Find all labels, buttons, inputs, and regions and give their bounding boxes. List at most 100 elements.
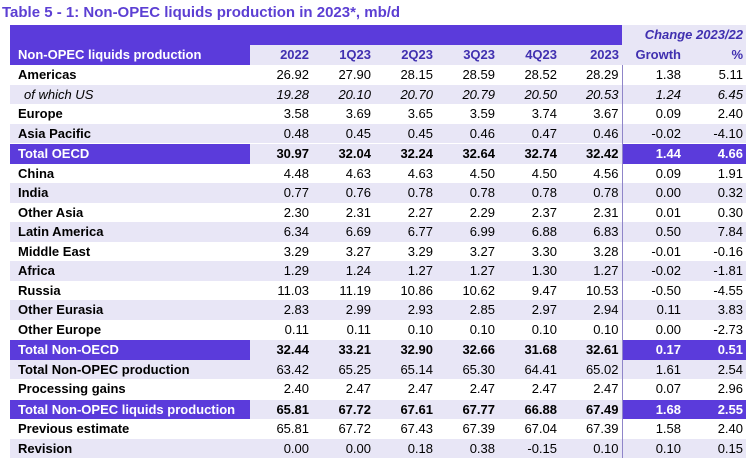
table-cell: 32.61 bbox=[560, 339, 622, 360]
table-cell: 65.14 bbox=[374, 359, 436, 379]
table-cell: 2.30 bbox=[283, 204, 309, 220]
table-cell: 65.81 bbox=[276, 421, 309, 436]
table-cell: 0.78 bbox=[374, 183, 436, 203]
table-cell: 2.27 bbox=[407, 204, 433, 220]
table-cell: 0.38 bbox=[436, 438, 498, 458]
table-cell: 0.45 bbox=[312, 123, 374, 144]
table-cell: 0.45 bbox=[374, 123, 436, 144]
table-cell: 28.15 bbox=[400, 67, 433, 82]
table-cell: 66.88 bbox=[498, 398, 560, 419]
table-cell: 0.10 bbox=[593, 321, 619, 337]
table-cell: 0.10 bbox=[469, 321, 495, 337]
table-cell: 67.39 bbox=[585, 421, 619, 436]
change-header: Change 2023/22 bbox=[622, 25, 746, 45]
table-cell: 0.78 bbox=[436, 183, 498, 203]
table-cell: 2.47 bbox=[407, 381, 433, 396]
table-cell: 67.04 bbox=[524, 421, 557, 436]
table-cell: 0.76 bbox=[312, 183, 374, 203]
table-cell: 20.10 bbox=[312, 84, 374, 104]
table-cell: -0.02 bbox=[621, 261, 684, 281]
table-cell: 20.79 bbox=[436, 84, 498, 104]
table-cell: -4.55 bbox=[713, 282, 743, 298]
table-cell: 0.00 bbox=[250, 438, 312, 458]
table-cell: 3.74 bbox=[531, 106, 557, 121]
row-label: Total OECD bbox=[10, 143, 250, 164]
table-cell: 1.27 bbox=[560, 261, 622, 281]
table-cell: 3.58 bbox=[283, 106, 309, 121]
table-cell: 3.29 bbox=[283, 243, 309, 259]
table-cell: 10.86 bbox=[400, 282, 433, 298]
table-cell: 0.48 bbox=[250, 123, 312, 144]
table-cell: 0.51 bbox=[684, 339, 746, 360]
table-cell: 7.84 bbox=[684, 222, 746, 242]
table-cell: 65.25 bbox=[312, 359, 374, 379]
table-cell: 1.58 bbox=[621, 419, 684, 439]
table-row: Processing gains 2.40 2.47 2.47 2.47 2.47 2.47… bbox=[10, 379, 746, 399]
table-cell: 0.32 bbox=[684, 183, 746, 203]
table-cell: 0.10 bbox=[560, 438, 622, 458]
column-header: 2023 bbox=[560, 45, 622, 65]
table-cell: 0.50 bbox=[621, 222, 684, 242]
table-cell: 64.41 bbox=[498, 359, 560, 379]
table-cell: 0.09 bbox=[621, 163, 684, 183]
row-label: Europe bbox=[18, 106, 63, 121]
production-table: Change 2023/22 Non-OPEC liquids producti… bbox=[10, 25, 746, 458]
table-cell: 4.63 bbox=[407, 165, 433, 181]
row-label: Total Non-OECD bbox=[10, 339, 250, 360]
table-cell: 4.50 bbox=[469, 165, 495, 181]
column-header: 3Q23 bbox=[436, 45, 498, 65]
table-cell: 1.44 bbox=[621, 143, 684, 164]
table-cell: 10.53 bbox=[585, 282, 619, 298]
table-cell: 1.27 bbox=[436, 261, 498, 281]
table-cell: 32.04 bbox=[312, 143, 374, 164]
table-cell: 6.45 bbox=[684, 84, 746, 104]
table-cell: 0.77 bbox=[250, 183, 312, 203]
table-cell: 2.37 bbox=[531, 204, 557, 220]
table-cell: 0.15 bbox=[684, 438, 746, 458]
column-header: 2022 bbox=[250, 45, 312, 65]
table-cell: -0.16 bbox=[713, 243, 743, 259]
table-cell: 0.78 bbox=[560, 183, 622, 203]
table-cell: 67.72 bbox=[338, 421, 371, 436]
table-cell: 9.47 bbox=[531, 282, 557, 298]
table-cell: 67.61 bbox=[374, 398, 436, 419]
table-cell: 2.96 bbox=[717, 381, 743, 396]
table-cell: 11.19 bbox=[339, 282, 371, 298]
table-row: Previous estimate 65.81 67.72 67.43 67.39 67.… bbox=[10, 419, 746, 439]
column-header: % bbox=[684, 45, 746, 65]
column-header: Non-OPEC liquids production bbox=[10, 45, 250, 65]
table-cell: -0.01 bbox=[621, 241, 684, 261]
table-cell: 3.65 bbox=[407, 106, 433, 121]
column-header: 4Q23 bbox=[498, 45, 560, 65]
table-cell: 6.88 bbox=[498, 222, 560, 242]
table-cell: 1.68 bbox=[621, 398, 684, 419]
table-cell: 2.47 bbox=[469, 381, 495, 396]
table-row: of which US 19.28 20.10 20.70 20.79 20.50 20.5… bbox=[10, 84, 746, 104]
table-cell: 63.42 bbox=[250, 359, 312, 379]
row-label: Other Eurasia bbox=[10, 300, 250, 320]
table-cell: 28.59 bbox=[462, 67, 495, 82]
row-label: Processing gains bbox=[18, 381, 126, 396]
table-cell: 0.46 bbox=[560, 123, 622, 144]
column-header: Growth bbox=[622, 45, 684, 65]
table-row: Asia Pacific 0.48 0.45 0.45 0.46 0.47 0.46 -0.0… bbox=[10, 123, 746, 144]
table-cell: 67.72 bbox=[312, 398, 374, 419]
table-cell: 3.28 bbox=[593, 243, 619, 259]
table-cell: 2.47 bbox=[593, 381, 619, 396]
column-header-row: Non-OPEC liquids production 2022 1Q23 2Q… bbox=[10, 45, 746, 65]
table-cell: 65.30 bbox=[436, 359, 498, 379]
table-cell: 4.66 bbox=[684, 143, 746, 164]
table-cell: 0.11 bbox=[284, 321, 309, 337]
table-cell: 2.55 bbox=[684, 398, 746, 419]
table-cell: 2.99 bbox=[312, 300, 374, 320]
table-cell: 5.11 bbox=[718, 67, 743, 82]
row-label: Americas bbox=[18, 67, 77, 82]
table-cell: 32.64 bbox=[436, 143, 498, 164]
table-cell: 4.50 bbox=[531, 165, 557, 181]
table-cell: -4.10 bbox=[684, 123, 746, 144]
table-row: Total Non-OPEC liquids production 65.81 67… bbox=[10, 398, 746, 419]
table-cell: 20.70 bbox=[374, 84, 436, 104]
table-cell: 1.61 bbox=[621, 359, 684, 379]
row-label: Previous estimate bbox=[18, 421, 130, 436]
table-cell: 2.31 bbox=[593, 204, 619, 220]
